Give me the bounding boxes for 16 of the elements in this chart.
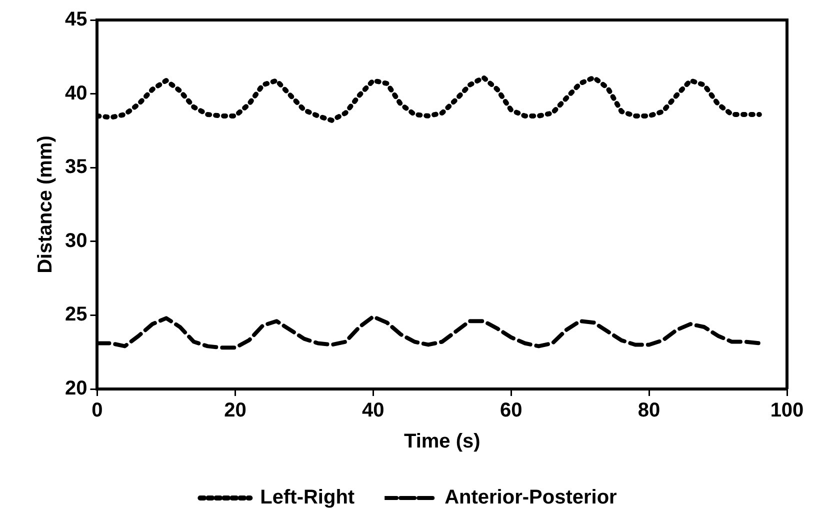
y-tick-label: 25 — [64, 304, 88, 326]
y-axis-title: Distance (mm) — [34, 136, 57, 274]
y-tick-label: 20 — [64, 378, 88, 400]
y-tick-label: 35 — [64, 156, 88, 178]
x-tick-label: 0 — [92, 400, 103, 422]
x-tick-label: 40 — [362, 400, 384, 422]
x-axis-title: Time (s) — [404, 430, 480, 453]
x-tick-label: 60 — [500, 400, 522, 422]
y-tick-label: 30 — [64, 230, 88, 252]
x-tick-label: 20 — [224, 400, 246, 422]
y-tick-label: 40 — [64, 82, 88, 104]
x-tick-label: 80 — [638, 400, 660, 422]
legend-label: Anterior-Posterior — [444, 486, 618, 509]
legend-label: Left-Right — [260, 486, 355, 509]
y-tick-label: 45 — [64, 8, 88, 31]
x-tick-label: 100 — [770, 400, 804, 422]
